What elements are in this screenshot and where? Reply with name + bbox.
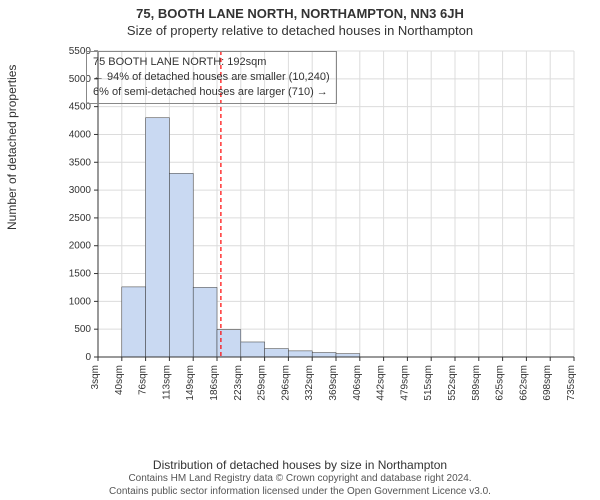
svg-text:259sqm: 259sqm: [257, 365, 268, 401]
svg-text:2000: 2000: [69, 241, 92, 252]
page-address: 75, BOOTH LANE NORTH, NORTHAMPTON, NN3 6…: [0, 0, 600, 21]
svg-text:406sqm: 406sqm: [352, 365, 363, 401]
svg-text:296sqm: 296sqm: [280, 365, 291, 401]
svg-text:3500: 3500: [69, 157, 92, 168]
svg-text:735sqm: 735sqm: [566, 365, 577, 401]
svg-text:3sqm: 3sqm: [90, 365, 101, 389]
svg-text:1000: 1000: [69, 296, 92, 307]
svg-text:113sqm: 113sqm: [161, 365, 172, 400]
page-subtitle: Size of property relative to detached ho…: [0, 21, 600, 38]
footer-line-1: Contains HM Land Registry data © Crown c…: [0, 473, 600, 486]
svg-text:589sqm: 589sqm: [471, 365, 482, 401]
svg-text:1500: 1500: [69, 269, 92, 280]
svg-text:0: 0: [85, 352, 91, 363]
svg-text:2500: 2500: [69, 213, 92, 224]
svg-text:500: 500: [74, 324, 91, 335]
svg-text:76sqm: 76sqm: [138, 365, 149, 395]
footer-line-2: Contains public sector information licen…: [0, 486, 600, 499]
svg-text:186sqm: 186sqm: [209, 365, 220, 401]
svg-text:625sqm: 625sqm: [495, 365, 506, 401]
svg-text:479sqm: 479sqm: [399, 365, 410, 401]
svg-text:698sqm: 698sqm: [542, 365, 553, 401]
svg-text:369sqm: 369sqm: [328, 365, 339, 401]
svg-text:515sqm: 515sqm: [423, 365, 434, 401]
svg-text:552sqm: 552sqm: [447, 365, 458, 401]
footer-attribution: Contains HM Land Registry data © Crown c…: [0, 473, 600, 498]
svg-text:662sqm: 662sqm: [518, 365, 529, 401]
svg-text:149sqm: 149sqm: [185, 365, 196, 401]
svg-text:223sqm: 223sqm: [233, 365, 244, 401]
reference-annotation: 75 BOOTH LANE NORTH: 192sqm← 94% of deta…: [86, 51, 337, 104]
x-axis-label: Distribution of detached houses by size …: [0, 458, 600, 472]
svg-text:4000: 4000: [69, 129, 92, 140]
svg-text:40sqm: 40sqm: [114, 365, 125, 395]
svg-text:3000: 3000: [69, 185, 92, 196]
svg-text:442sqm: 442sqm: [376, 365, 387, 401]
svg-text:332sqm: 332sqm: [304, 365, 315, 401]
y-axis-label: Number of detached properties: [5, 65, 19, 230]
